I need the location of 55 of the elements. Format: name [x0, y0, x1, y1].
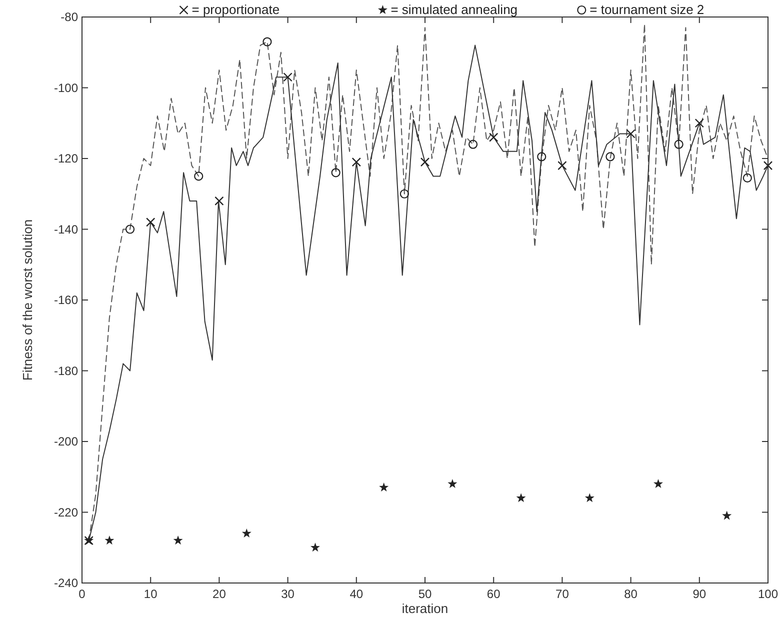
- legend-label: = tournament size 2: [590, 2, 704, 17]
- point: [352, 157, 361, 167]
- point: [742, 173, 752, 183]
- y-axis-title: Fitness of the worst solution: [20, 219, 35, 381]
- point: [310, 542, 320, 552]
- x-tick-label: 80: [624, 587, 638, 601]
- point: [173, 536, 183, 545]
- y-tick-label: -140: [54, 222, 78, 236]
- point: [194, 172, 204, 181]
- point: [379, 482, 389, 492]
- y-tick-label: -200: [54, 434, 78, 448]
- x-tick-label: 100: [758, 587, 778, 601]
- point: [420, 157, 430, 167]
- point: [214, 196, 224, 206]
- point: [146, 218, 156, 227]
- point: [694, 118, 704, 128]
- y-tick-label: -80: [60, 10, 78, 24]
- point: [468, 140, 478, 149]
- point: [283, 72, 292, 82]
- point: [400, 189, 409, 198]
- point: [104, 536, 114, 545]
- x-tick-label: 0: [78, 587, 86, 601]
- y-tick-label: -180: [54, 364, 78, 378]
- point: [653, 478, 663, 488]
- point: [262, 37, 272, 46]
- legend-label: = proportionate: [192, 2, 280, 17]
- point: [242, 528, 252, 538]
- x-tick-label: 10: [144, 587, 158, 601]
- point: [537, 152, 546, 162]
- x-tick-label: 70: [556, 587, 570, 601]
- point: [674, 140, 684, 149]
- legend-label: = simulated annealing: [390, 2, 518, 17]
- y-tick-label: -220: [54, 505, 78, 520]
- point: [763, 160, 773, 170]
- point: [489, 132, 498, 142]
- y-tick-label: -120: [54, 152, 78, 166]
- point: [584, 493, 594, 502]
- y-tick-label: -100: [54, 80, 78, 95]
- point: [606, 152, 615, 162]
- point: [626, 129, 636, 138]
- point: [331, 168, 340, 178]
- point: [125, 224, 135, 234]
- x-tick-label: 50: [418, 587, 432, 601]
- point: [558, 160, 567, 170]
- point: [448, 478, 458, 488]
- x-tick-label: 40: [350, 587, 364, 601]
- x-tick-label: 60: [486, 587, 501, 601]
- x-tick-label: 90: [692, 587, 706, 601]
- y-tick-label: -240: [54, 576, 78, 590]
- x-axis-title: iteration: [402, 601, 448, 616]
- y-tick-label: -160: [54, 293, 78, 307]
- x-tick-label: 20: [212, 587, 226, 601]
- point: [722, 510, 732, 520]
- x-tick-label: 30: [281, 587, 295, 601]
- point: [516, 493, 526, 502]
